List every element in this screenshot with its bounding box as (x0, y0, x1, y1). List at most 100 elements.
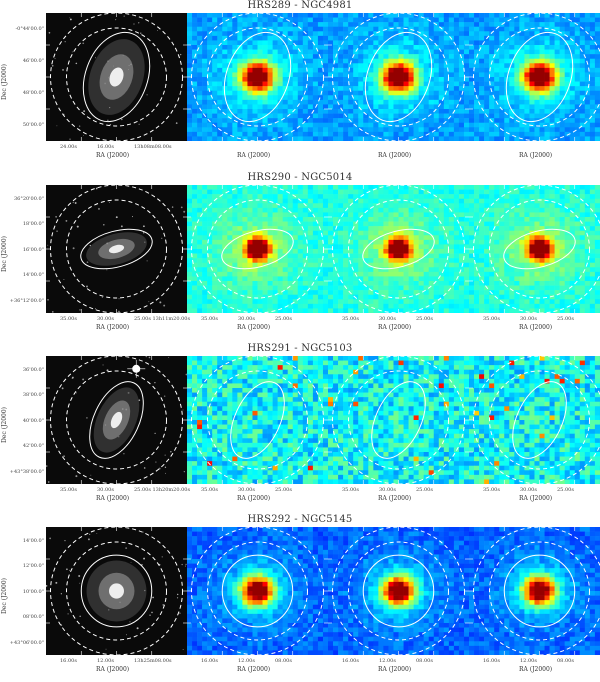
x-tick-label: 25.00s (275, 316, 292, 322)
x-tick-label: 30.00s (238, 316, 255, 322)
flux-map-pixels (187, 185, 328, 313)
inner-annulus-ellipse (348, 541, 449, 641)
x-axis-label: RA (J2000) (519, 152, 553, 159)
flux-map-pixels (187, 13, 328, 141)
flux-map-pixels (469, 527, 600, 655)
x-axis-label: RA (J2000) (519, 666, 553, 673)
flux-map-pixels (328, 356, 469, 484)
flux-map-panel (328, 356, 469, 484)
optical-image-panel (46, 527, 187, 655)
flux-map-pixels (469, 185, 600, 313)
inner-annulus-ellipse (66, 541, 167, 641)
figure-row: HRS290 - NGC5014 Dec (J2000) 36°20'00.0" 18… (0, 172, 600, 340)
x-axis-label: RA (J2000) (378, 324, 412, 331)
inner-annulus-ellipse (207, 541, 308, 641)
flux-map-panel (469, 356, 600, 484)
outer-annulus-ellipse (191, 356, 324, 484)
flux-map-panel (187, 527, 328, 655)
flux-map-panel (328, 185, 469, 313)
x-tick-label: 12.00s (379, 658, 396, 664)
outer-annulus-ellipse (191, 13, 324, 141)
outer-annulus-ellipse (50, 185, 183, 313)
flux-map-panel (328, 527, 469, 655)
galaxy (86, 560, 147, 622)
aperture-ellipse (503, 228, 576, 270)
aperture-ellipse (230, 381, 285, 459)
x-tick-label: 08.00s (416, 658, 433, 664)
aperture-ellipse (82, 31, 151, 123)
flux-map-panel (469, 527, 600, 655)
y-tick-label: 50'00.0" (22, 121, 44, 128)
y-tick-label: 40'00.0" (22, 417, 44, 424)
y-tick-label: +36°12'00.0" (9, 298, 44, 305)
y-tick-label: 42'00.0" (22, 443, 44, 450)
x-tick-label: 25.00s (416, 487, 433, 493)
x-tick-label: 16.00s (483, 658, 500, 664)
flux-map-panel (469, 13, 600, 141)
x-tick-label: 35.00s (342, 487, 359, 493)
inner-annulus-ellipse (66, 27, 167, 127)
outer-annulus-ellipse (332, 13, 465, 141)
flux-map-pixels (187, 356, 328, 484)
y-tick-label: -0°44'00.0" (15, 25, 44, 32)
flux-map-pixels (469, 356, 600, 484)
outer-annulus-ellipse (332, 527, 465, 655)
x-tick-label: 35.00s (201, 487, 218, 493)
x-tick-label: 25.00s (557, 487, 574, 493)
y-tick-label: 12'00.0" (22, 563, 44, 570)
optical-image-panel (46, 185, 187, 313)
flux-map-pixels (328, 527, 469, 655)
y-axis-label: Dec (J2000) (1, 578, 8, 614)
figure-row: HRS289 - NGC4981 Dec (J2000) -0°44'00.0" 46… (0, 0, 600, 168)
aperture-ellipse (362, 228, 435, 270)
y-tick-label: 48'00.0" (22, 89, 44, 96)
outer-annulus-ellipse (473, 185, 600, 313)
x-tick-label: 12.00s (97, 658, 114, 664)
x-tick-label: 35.00s (342, 316, 359, 322)
inner-annulus-ellipse (489, 199, 590, 299)
x-tick-label: 30.00s (520, 316, 537, 322)
y-tick-label: 14'00.0" (22, 272, 44, 279)
x-tick-label: 35.00s (201, 316, 218, 322)
aperture-ellipse (505, 31, 574, 123)
x-tick-label: 12.00s (238, 658, 255, 664)
y-tick-label: 10'00.0" (22, 588, 44, 595)
galaxy (93, 387, 140, 453)
outer-annulus-ellipse (473, 356, 600, 484)
x-axis-label: RA (J2000) (519, 495, 553, 502)
inner-annulus-ellipse (348, 27, 449, 127)
y-tick-label: 38'00.0" (22, 392, 44, 399)
inner-annulus-ellipse (348, 199, 449, 299)
x-tick-label: 24.00s (60, 144, 77, 150)
flux-map-panel (187, 185, 328, 313)
x-tick-label: 30.00s (238, 487, 255, 493)
y-tick-label: 14'00.0" (22, 537, 44, 544)
outer-annulus-ellipse (332, 356, 465, 484)
row-title: HRS290 - NGC5014 (247, 172, 353, 183)
aperture-ellipse (221, 554, 294, 628)
x-axis-label: RA (J2000) (96, 495, 130, 502)
x-tick-label: 16.00s (342, 658, 359, 664)
flux-map-panel (469, 185, 600, 313)
x-tick-label: 35.00s (483, 316, 500, 322)
y-tick-label: 46'00.0" (22, 57, 44, 64)
flux-map-pixels (328, 185, 469, 313)
x-axis-label: RA (J2000) (237, 495, 271, 502)
row-title: HRS292 - NGC5145 (247, 514, 353, 525)
aperture-ellipse (371, 381, 426, 459)
x-tick-label: 16.00s (97, 144, 114, 150)
aperture-ellipse (362, 554, 435, 628)
x-axis-label: RA (J2000) (96, 324, 130, 331)
y-tick-label: 08'00.0" (22, 614, 44, 621)
inner-annulus-ellipse (207, 199, 308, 299)
x-axis-label: RA (J2000) (378, 495, 412, 502)
x-axis-label: RA (J2000) (96, 666, 130, 673)
inner-annulus-ellipse (348, 370, 449, 470)
inner-annulus-ellipse (66, 370, 167, 470)
flux-map-pixels (328, 13, 469, 141)
x-tick-label: 25.00s 13h20m20.00s (134, 487, 191, 493)
x-axis-label: RA (J2000) (237, 666, 271, 673)
flux-map-panel (187, 356, 328, 484)
inner-annulus-ellipse (489, 27, 590, 127)
y-tick-label: +43°38'00.0" (9, 469, 44, 476)
